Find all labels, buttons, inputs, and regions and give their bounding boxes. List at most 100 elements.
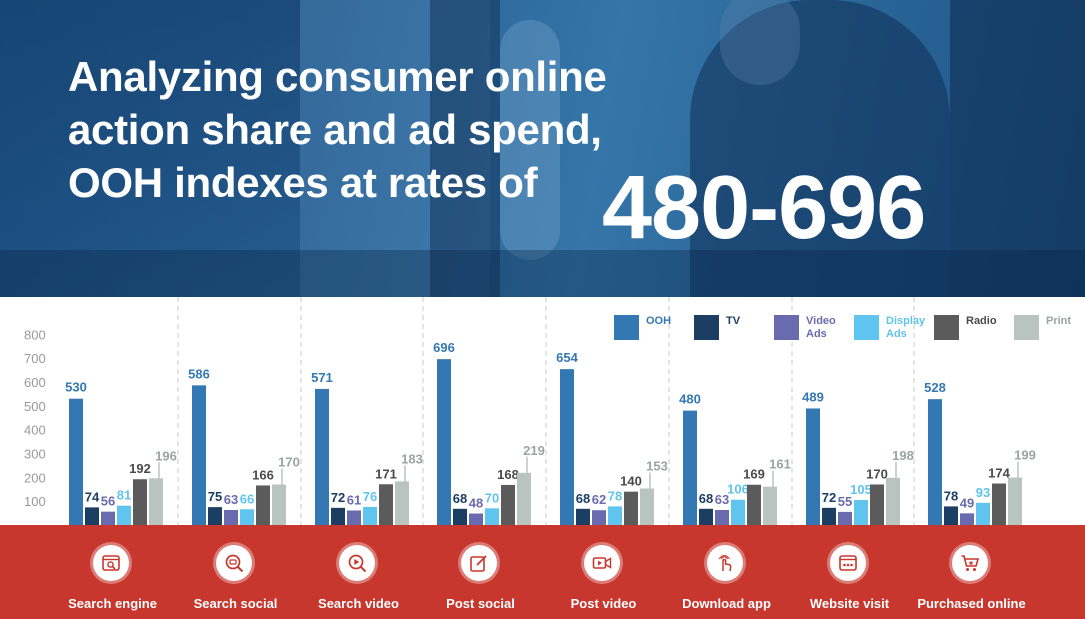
bar-tv <box>699 508 713 525</box>
data-label: 106 <box>727 482 749 497</box>
bar-tv <box>944 506 958 525</box>
category-download-app: Download app <box>665 525 788 619</box>
data-label: 198 <box>892 448 914 463</box>
category-label: Search social <box>193 596 278 611</box>
data-label: 63 <box>224 492 238 507</box>
data-label: 161 <box>769 457 791 472</box>
legend-label: OOH <box>646 315 672 327</box>
bar-radio <box>747 484 761 525</box>
data-label: 140 <box>620 474 642 489</box>
y-tick-label: 100 <box>24 494 46 509</box>
post-video-icon <box>584 545 620 581</box>
bar-display-ads <box>240 509 254 525</box>
category-label: Download app <box>682 596 771 611</box>
bar-ooh <box>560 369 574 525</box>
y-tick-label: 500 <box>24 399 46 414</box>
y-tick-label: 600 <box>24 375 46 390</box>
headline-line-3: OOH indexes at rates of <box>68 159 538 206</box>
bar-print <box>517 472 531 525</box>
data-label: 654 <box>556 350 578 365</box>
data-label: 68 <box>453 491 467 506</box>
legend-label: Print <box>1046 315 1072 327</box>
data-label: 166 <box>252 467 274 482</box>
data-label: 56 <box>101 494 115 509</box>
data-label: 480 <box>679 392 701 407</box>
bar-ooh <box>69 398 83 525</box>
legend-swatch <box>934 315 959 340</box>
legend-swatch <box>614 315 639 340</box>
bar-radio <box>870 484 884 525</box>
legend-label: Video Ads <box>806 315 836 340</box>
data-label: 93 <box>976 485 990 500</box>
category-search-video: Search video <box>297 525 420 619</box>
data-label: 68 <box>699 491 713 506</box>
data-label: 169 <box>743 467 765 482</box>
bar-display-ads <box>731 499 745 525</box>
bar-tv <box>453 508 467 525</box>
data-label: 62 <box>592 492 606 507</box>
bar-radio <box>256 485 270 525</box>
bar-radio <box>992 483 1006 525</box>
data-label: 219 <box>523 443 545 458</box>
y-tick-label: 700 <box>24 351 46 366</box>
bar-ooh <box>192 385 206 525</box>
category-label: Post social <box>446 596 515 611</box>
data-label: 571 <box>311 370 333 385</box>
bar-print <box>149 478 163 525</box>
data-label: 199 <box>1014 448 1036 463</box>
headline-line-1: Analyzing consumer online <box>68 53 607 100</box>
data-label: 72 <box>822 490 836 505</box>
bar-display-ads <box>363 506 377 525</box>
data-label: 586 <box>188 366 210 381</box>
legend-label: Display Ads <box>886 315 926 340</box>
bar-radio <box>501 484 515 525</box>
data-label: 528 <box>924 380 946 395</box>
category-label: Search engine <box>68 596 157 611</box>
data-label: 70 <box>485 490 499 505</box>
bar-ooh <box>928 399 942 525</box>
bar-print <box>886 477 900 525</box>
y-tick-label: 200 <box>24 470 46 485</box>
website-visit-icon <box>830 545 866 581</box>
hero-photo-banner: Analyzing consumer online action share a… <box>0 0 1085 297</box>
category-label: Website visit <box>809 596 890 611</box>
data-label: 61 <box>347 492 361 507</box>
legend-swatch <box>774 315 799 340</box>
data-label: 196 <box>155 448 177 463</box>
bar-ooh <box>437 359 451 525</box>
bar-radio <box>133 479 147 525</box>
category-purchased-online: Purchased online <box>910 525 1033 619</box>
bar-video-ads <box>715 509 729 525</box>
download-app-icon <box>707 545 743 581</box>
category-post-video: Post video <box>542 525 665 619</box>
legend-swatch <box>854 315 879 340</box>
data-label: 78 <box>608 488 622 503</box>
data-label: 489 <box>802 389 824 404</box>
bar-ooh <box>683 410 697 525</box>
bar-display-ads <box>976 502 990 525</box>
headline-line-2: action share and ad spend, <box>68 106 602 153</box>
bar-video-ads <box>469 513 483 525</box>
data-label: 81 <box>117 488 131 503</box>
bar-tv <box>85 507 99 525</box>
bar-print <box>395 481 409 525</box>
data-label: 66 <box>240 491 254 506</box>
data-label: 696 <box>433 340 455 355</box>
index-range: 480-696 <box>602 158 926 258</box>
data-label: 76 <box>363 489 377 504</box>
category-label: Post video <box>570 596 637 611</box>
bar-display-ads <box>485 508 499 525</box>
bar-video-ads <box>347 510 361 525</box>
data-label: 168 <box>497 467 519 482</box>
data-label: 171 <box>375 466 397 481</box>
search-social-icon <box>216 545 252 581</box>
bar-display-ads <box>854 499 868 525</box>
category-website-visit: Website visit <box>788 525 911 619</box>
category-search-social: Search social <box>174 525 297 619</box>
bar-video-ads <box>592 510 606 525</box>
data-label: 170 <box>278 454 300 469</box>
bar-video-ads <box>960 513 974 525</box>
search-engine-icon <box>93 545 129 581</box>
headline: Analyzing consumer online action share a… <box>68 50 607 209</box>
